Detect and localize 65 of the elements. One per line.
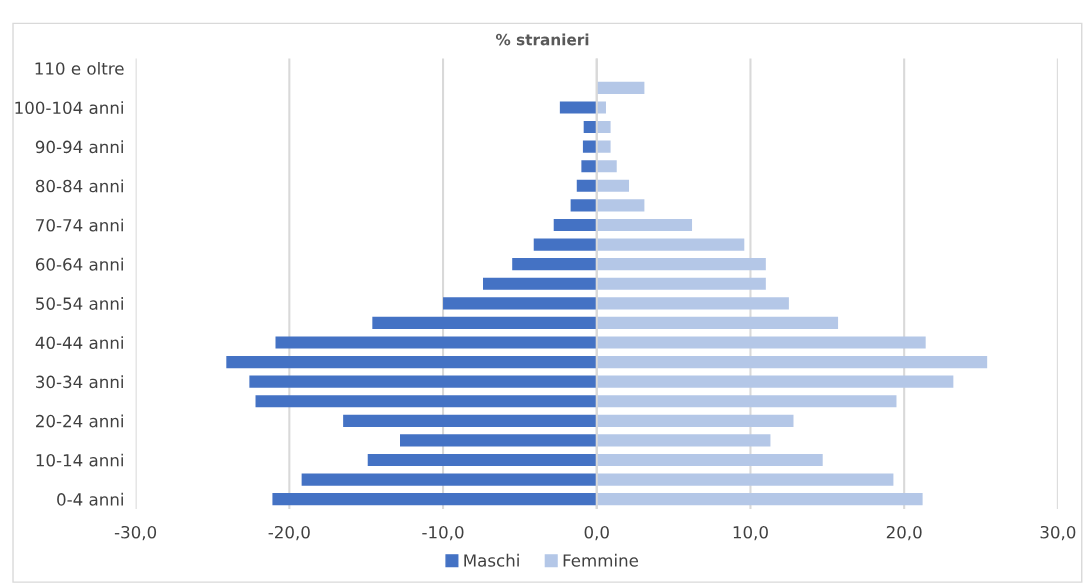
y-tick-label: 100-104 anni [15, 101, 123, 115]
bar [596, 493, 923, 506]
y-tick-label: 80-84 anni [35, 179, 123, 193]
x-tick-label: 0,0 [584, 525, 609, 541]
chart-title: % stranieri [495, 33, 589, 46]
bar [596, 218, 693, 232]
y-tick-label: 110 e oltre [35, 61, 124, 75]
bar [512, 258, 597, 271]
bar [596, 120, 611, 134]
bar [596, 375, 954, 388]
bar [255, 395, 597, 408]
y-tick-label: 50-54 anni [36, 296, 123, 310]
legend-label: Maschi [464, 553, 519, 567]
bar [553, 218, 597, 232]
bar [596, 395, 897, 408]
bar [596, 81, 645, 94]
x-tick-label: -20,0 [268, 525, 310, 541]
bar [533, 238, 597, 251]
bar [582, 140, 597, 153]
bar [576, 179, 597, 192]
bar [596, 336, 926, 349]
y-tick-label: 40-44 anni [35, 336, 123, 350]
y-tick-label: 0-4 anni [57, 492, 123, 506]
bar [559, 101, 597, 114]
bar [583, 120, 597, 134]
bar [343, 414, 597, 427]
bar [272, 493, 597, 506]
bar [596, 238, 745, 251]
bar [275, 336, 597, 349]
bar [301, 473, 597, 486]
y-tick-label: 30-34 anni [36, 375, 123, 389]
bar [596, 101, 606, 114]
bar [596, 179, 630, 192]
y-tick-label: 20-24 anni [36, 414, 123, 428]
bar [596, 297, 789, 310]
bar [596, 160, 617, 173]
bar [443, 297, 597, 310]
bar [483, 277, 597, 290]
x-tick-label: 20,0 [886, 525, 922, 541]
bar [596, 434, 771, 447]
bar [596, 140, 611, 153]
bar [226, 355, 597, 369]
x-tick-label: -30,0 [114, 525, 157, 541]
bar [570, 199, 597, 212]
y-tick-label: 10-14 anni [36, 453, 123, 467]
y-tick-label: 90-94 anni [35, 140, 123, 154]
x-tick-label: 10,0 [733, 525, 768, 541]
bar [400, 434, 597, 447]
bar [581, 160, 597, 173]
y-tick-label: 70-74 anni [36, 218, 123, 232]
x-tick-label: -10,0 [422, 525, 464, 541]
bar [372, 316, 597, 329]
bar [596, 277, 766, 290]
bar [596, 258, 766, 271]
bar [596, 355, 988, 369]
bar [249, 375, 597, 388]
bar [367, 453, 597, 467]
x-tick-label: 30,0 [1040, 525, 1076, 541]
bar [596, 199, 645, 212]
legend-label: Femmine [563, 553, 639, 567]
bar [596, 453, 823, 467]
bar [596, 316, 839, 329]
bar [596, 414, 794, 427]
y-tick-label: 60-64 anni [35, 257, 123, 271]
bar [596, 473, 894, 486]
